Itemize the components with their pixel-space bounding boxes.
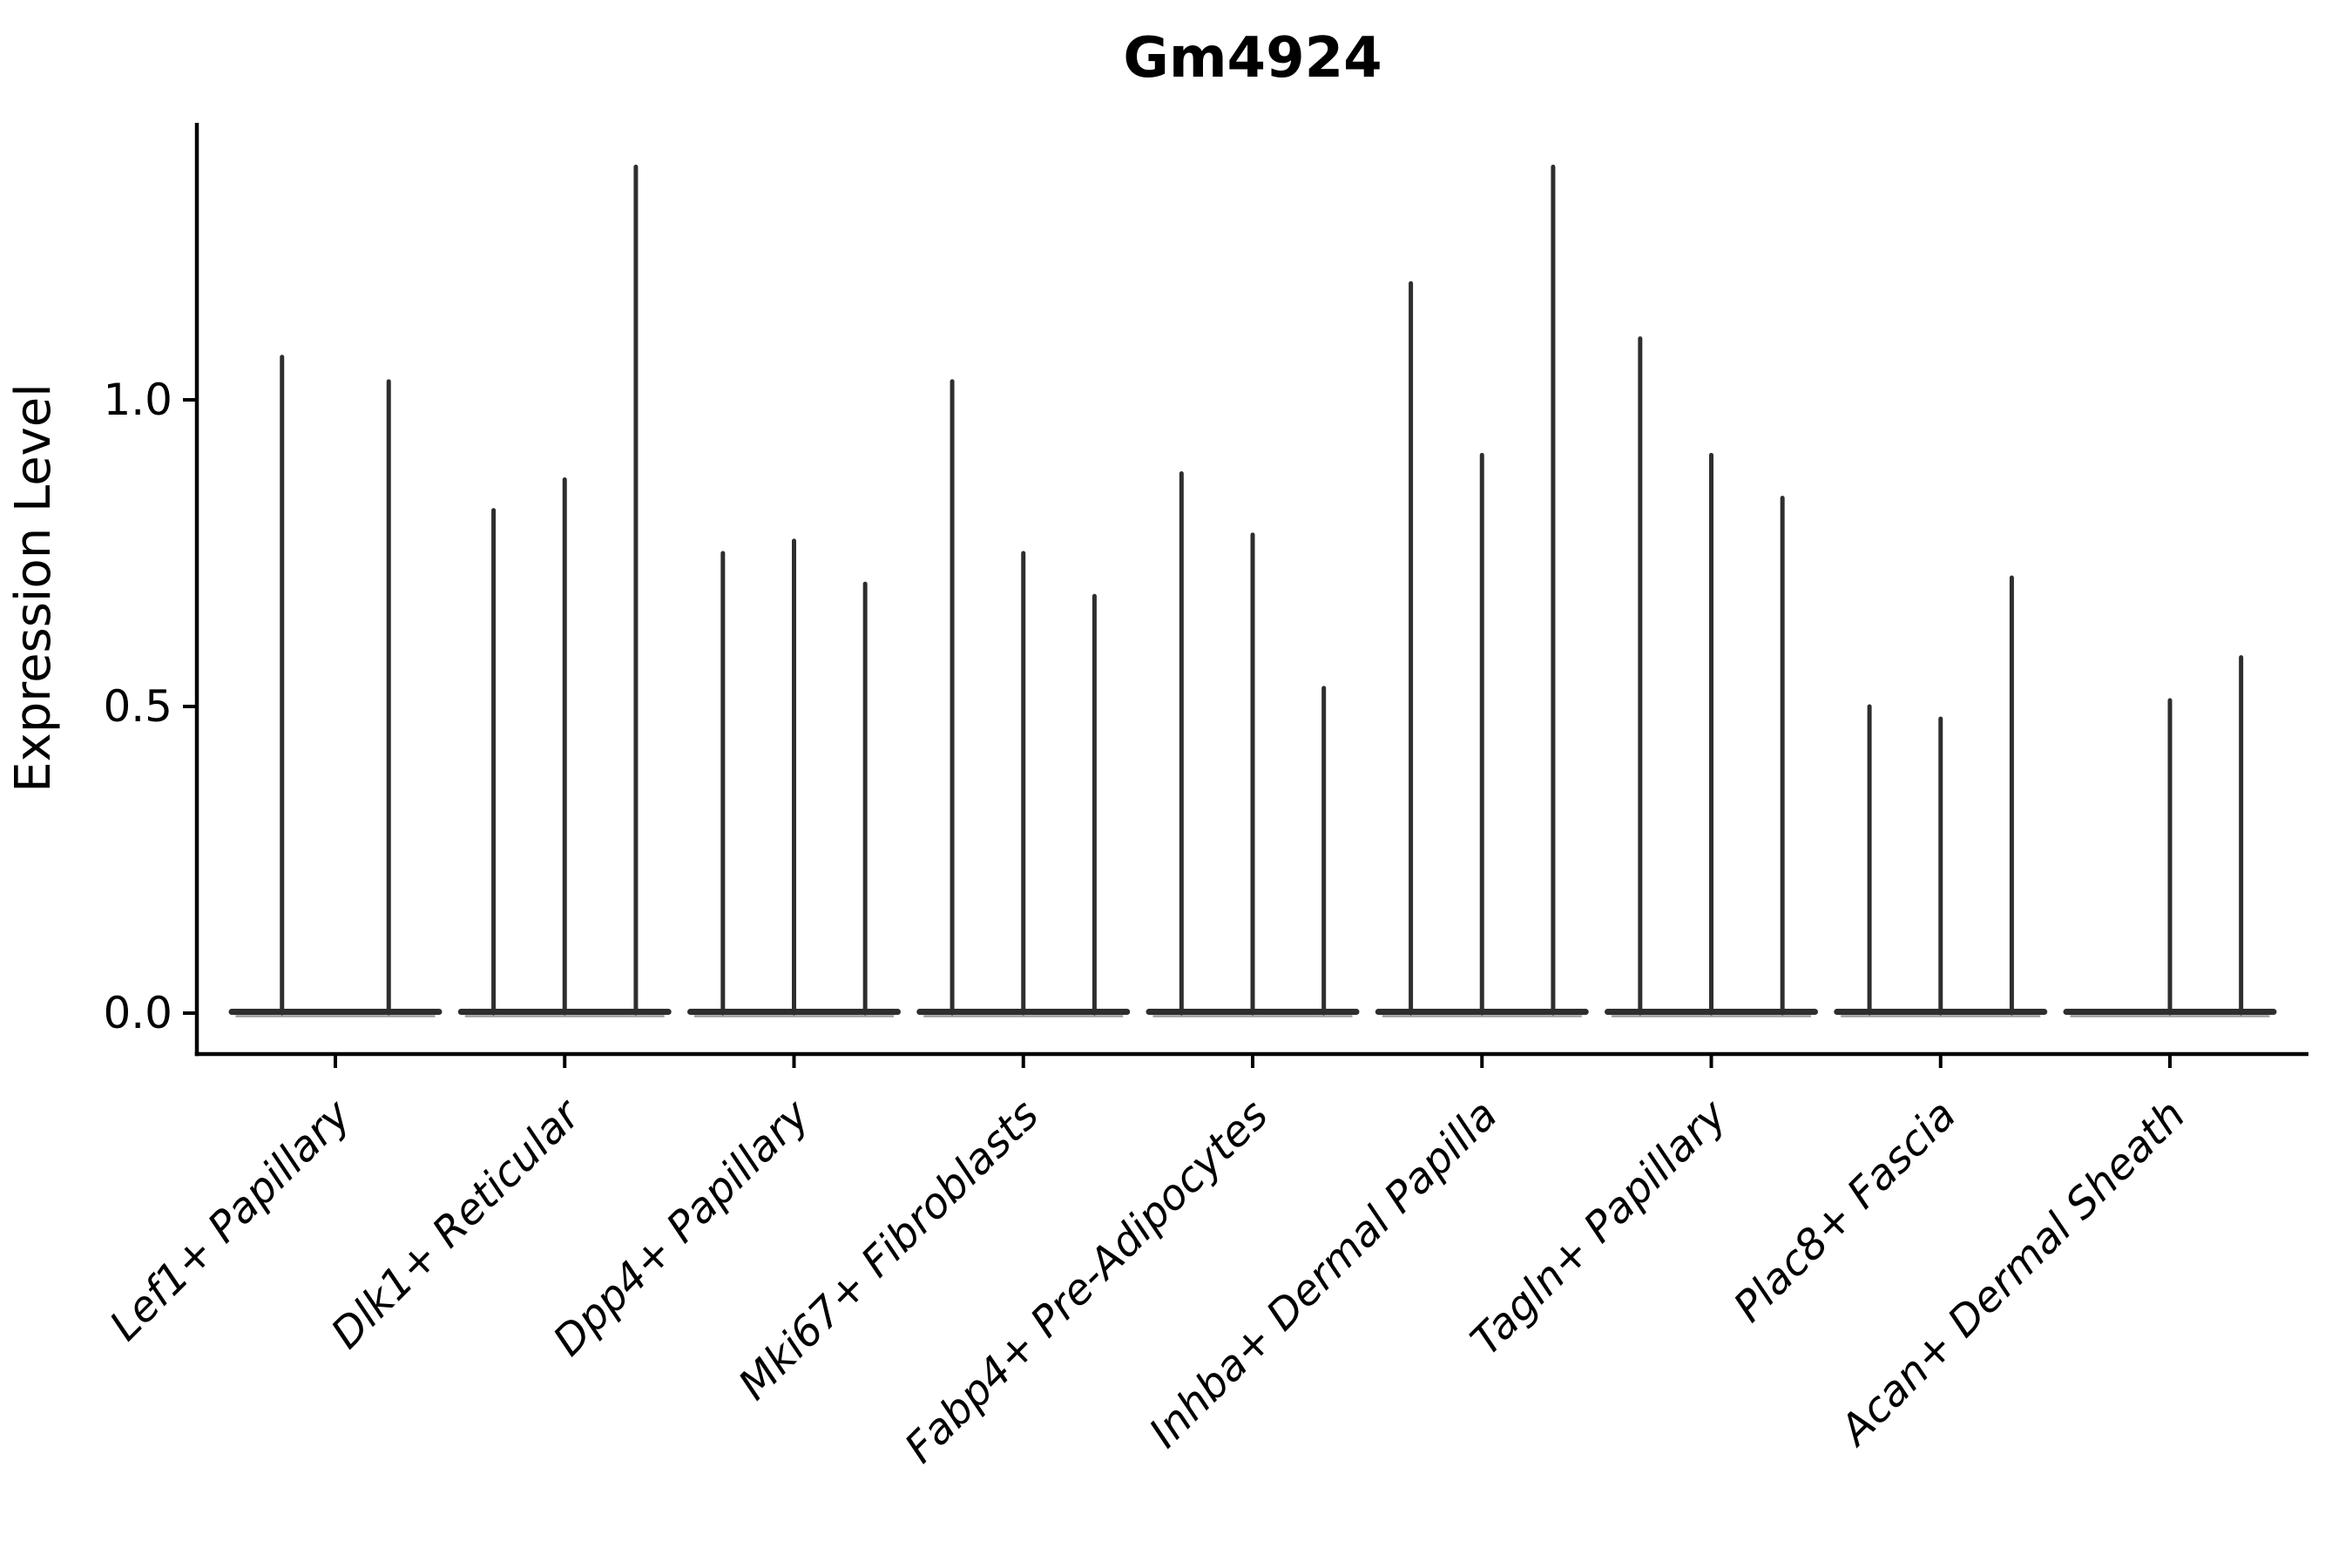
x-tick-label: Plac8+ Fascia xyxy=(1725,1091,1966,1332)
x-tick-label: Lef1+ Papillary xyxy=(100,1090,361,1350)
y-tick-label: 0.0 xyxy=(103,988,172,1038)
y-axis-label: Expression Level xyxy=(5,383,62,793)
y-tick-label: 1.0 xyxy=(103,375,172,425)
x-tick-label: Tagln+ Papillary xyxy=(1462,1090,1737,1365)
x-tick-label: Dlk1+ Reticular xyxy=(322,1089,592,1359)
chart-title: Gm4924 xyxy=(1123,26,1382,91)
x-tick-label: Dpp4+ Papillary xyxy=(544,1090,819,1365)
y-tick-label: 0.5 xyxy=(103,681,172,732)
x-tick-label: Fabp4+ Pre-Adipocytes xyxy=(896,1091,1278,1473)
violin-base xyxy=(228,1009,443,1015)
